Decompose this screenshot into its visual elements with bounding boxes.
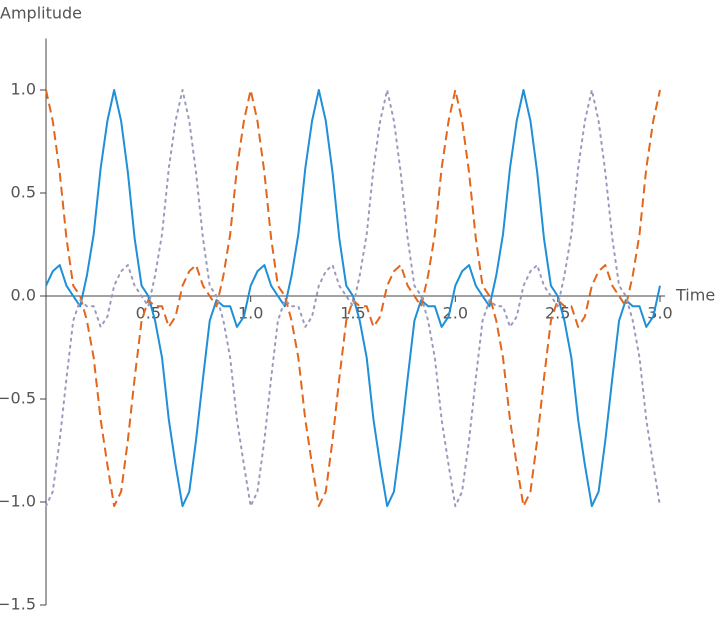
series-line	[45, 89, 661, 508]
y-tick-label: −1.5	[0, 595, 36, 614]
y-axis-label: Amplitude	[0, 4, 82, 23]
y-tick-label: −0.5	[0, 389, 36, 408]
series-line	[45, 89, 661, 508]
series-line	[45, 89, 661, 508]
y-tick-label: −1.0	[0, 492, 36, 511]
x-axis-label: Time	[675, 286, 715, 305]
x-tick-label: 1.5	[340, 304, 365, 323]
y-tick-label: 0.5	[11, 183, 36, 202]
y-tick-label: 0.0	[11, 286, 36, 305]
y-tick-label: 1.0	[11, 80, 36, 99]
